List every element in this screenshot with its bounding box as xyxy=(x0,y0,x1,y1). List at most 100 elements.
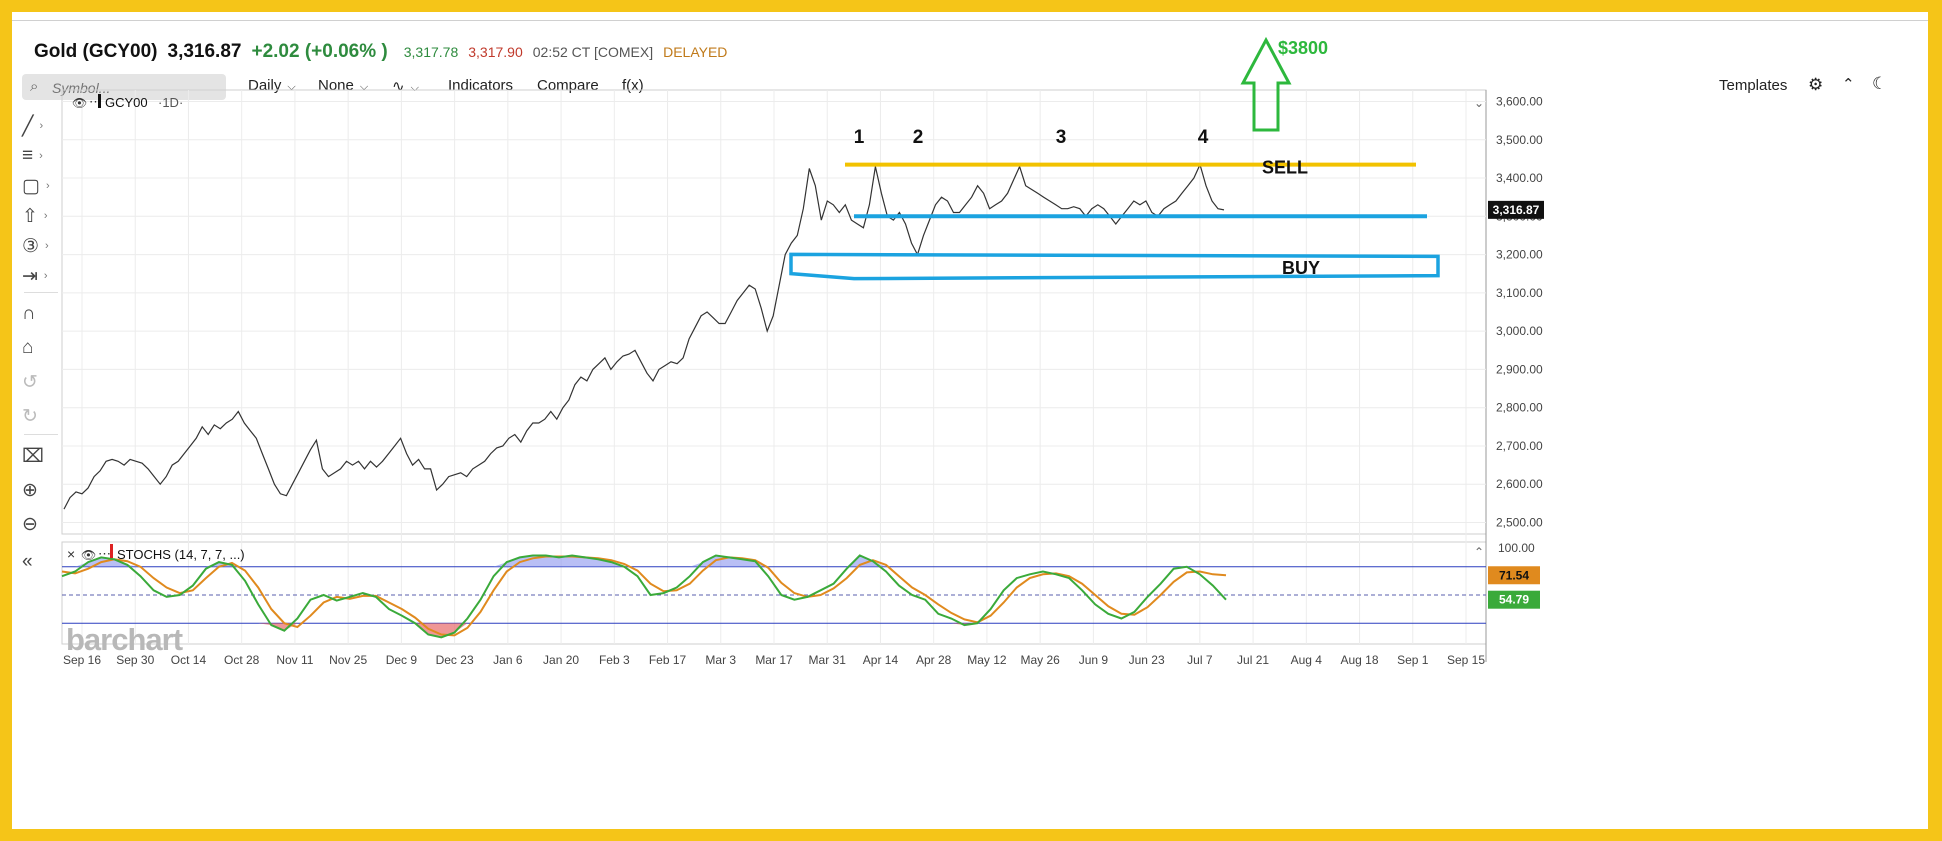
y-tick-label: 2,800.00 xyxy=(1496,401,1543,415)
stoch-k-value: 54.79 xyxy=(1499,593,1529,607)
stoch-d-tag xyxy=(1488,566,1540,585)
stoch-d-line[interactable] xyxy=(61,555,1227,637)
y-tick-label: 3,400.00 xyxy=(1496,171,1543,185)
x-tick-label: Jan 20 xyxy=(543,653,579,667)
x-tick-label: Aug 18 xyxy=(1341,653,1379,667)
x-tick-label: Oct 14 xyxy=(171,653,207,667)
target-price-label: $3800 xyxy=(1278,38,1328,58)
last-price-tag xyxy=(1488,200,1544,219)
peak-number-label: 4 xyxy=(1198,127,1209,148)
eye-icon: 👁 xyxy=(72,96,87,110)
unlock-icon[interactable]: ⌂ xyxy=(22,337,34,358)
y-tick-label: 3,500.00 xyxy=(1496,133,1543,147)
y-tick-label: 3,200.00 xyxy=(1496,248,1543,262)
window-top-border xyxy=(12,12,1928,21)
x-tick-label: Sep 1 xyxy=(1397,653,1429,667)
x-tick-label: May 12 xyxy=(967,653,1007,667)
x-tick-label: Oct 28 xyxy=(224,653,260,667)
quote-time: 02:52 CT [COMEX] xyxy=(532,44,654,60)
y-tick-label: 2,900.00 xyxy=(1496,362,1543,376)
x-tick-label: Jul 7 xyxy=(1187,653,1213,667)
chevron-down-icon: ⌵ xyxy=(287,81,296,93)
chevron-down-icon: ⌵ xyxy=(410,82,419,94)
x-tick-label: Nov 11 xyxy=(276,653,313,667)
fibonacci-tool-icon[interactable]: ≡ › xyxy=(22,145,43,166)
close-study-icon: × xyxy=(67,546,75,562)
buy-zone-box[interactable] xyxy=(789,252,1440,281)
stoch-k-tag xyxy=(1488,590,1540,609)
x-tick-label: Apr 14 xyxy=(863,653,899,667)
search-input[interactable] xyxy=(50,77,224,99)
tool-divider xyxy=(24,292,58,293)
collapse-toolbar-icon[interactable]: ⌃ xyxy=(1842,76,1855,93)
legend-period: ·1D· xyxy=(158,95,183,110)
rectangle-tool-icon[interactable]: ▢ › xyxy=(22,175,50,197)
sell-label: SELL xyxy=(1262,158,1308,178)
zoom-in-icon[interactable]: ⊕ xyxy=(22,479,38,501)
dark-mode-icon[interactable]: ☾ xyxy=(1872,74,1888,93)
trash-icon[interactable]: ⌧ xyxy=(22,445,44,467)
y-tick-label: 3,600.00 xyxy=(1496,94,1543,108)
y-tick-label: 2,700.00 xyxy=(1496,439,1543,453)
chart-window: Gold (GCY00) 3,316.87 +2.02 (+0.06% ) 3,… xyxy=(12,12,1928,829)
peak-number-label: 2 xyxy=(913,127,924,148)
y-tick-label: 3,000.00 xyxy=(1496,324,1543,338)
x-tick-label: Jun 9 xyxy=(1079,653,1109,667)
x-tick-label: Jan 6 xyxy=(493,653,523,667)
legend-symbol: GCY00 xyxy=(105,95,148,110)
x-tick-label: Feb 3 xyxy=(599,653,630,667)
symbol-search[interactable]: ⌕ xyxy=(22,74,226,100)
x-tick-label: Mar 31 xyxy=(809,653,847,667)
collapse-pane-icon: ⌄ xyxy=(1474,96,1484,110)
gear-icon[interactable]: ⚙ xyxy=(1808,75,1824,94)
x-tick-label: Jun 23 xyxy=(1129,653,1165,667)
collapse-pane-icon: ⌃ xyxy=(1474,545,1484,559)
x-tick-label: Dec 23 xyxy=(436,653,474,667)
oversold-fill xyxy=(62,623,1226,638)
x-tick-label: Nov 25 xyxy=(329,653,367,667)
peak-number-label: 1 xyxy=(854,127,865,148)
x-tick-label: Sep 15 xyxy=(1447,653,1485,667)
x-tick-label: Apr 28 xyxy=(916,653,952,667)
last-price-tag-label: 3,316.87 xyxy=(1493,203,1540,217)
price-chart[interactable]: Sep 16 Sep 30 Oct 14 Oct 28 Nov 11 Nov 25 Dec … xyxy=(12,12,1928,829)
x-tick-label: Sep 16 xyxy=(63,653,101,667)
quote-header: Gold (GCY00) 3,316.87 +2.02 (+0.06% ) 3,… xyxy=(34,38,727,66)
price-change: +2.02 (+0.06% ) xyxy=(251,41,388,62)
price-series-line[interactable] xyxy=(63,162,1225,510)
chevron-down-icon: ⌵ xyxy=(359,81,369,93)
stoch-d-value: 71.54 xyxy=(1499,568,1529,582)
series-color-swatch xyxy=(98,94,101,108)
templates-button[interactable]: Templates xyxy=(1719,77,1788,94)
tool-divider xyxy=(24,434,58,435)
last-price: 3,316.87 xyxy=(167,41,242,62)
collapse-sidebar-icon[interactable]: « xyxy=(22,551,33,572)
zoom-out-icon[interactable]: ⊖ xyxy=(22,513,38,535)
x-tick-label: Feb 17 xyxy=(649,653,687,667)
ask-price: 3,317.90 xyxy=(468,44,523,60)
buy-label: BUY xyxy=(1282,258,1320,278)
target-up-arrow[interactable] xyxy=(1240,36,1292,132)
redo-icon[interactable]: ↻ xyxy=(22,405,38,427)
more-icon: ⋯ xyxy=(98,546,111,561)
x-tick-label: May 26 xyxy=(1020,653,1060,667)
number-marker-icon[interactable]: ③ › xyxy=(22,235,49,257)
y-tick-label: 3,100.00 xyxy=(1496,286,1543,300)
stoch-y-tick-label: 100.00 xyxy=(1498,541,1535,555)
stoch-k-line[interactable] xyxy=(61,554,1227,639)
measure-tool-icon[interactable]: ⇥ › xyxy=(22,265,48,287)
barchart-logo: barchart xyxy=(66,622,183,657)
x-tick-label: Mar 17 xyxy=(755,653,793,667)
study-legend-label: STOCHS (14, 7, 7, ...) xyxy=(117,547,245,562)
study-color-swatch xyxy=(110,544,113,558)
y-tick-label: 2,500.00 xyxy=(1496,516,1543,530)
symbol-name[interactable]: Gold (GCY00) xyxy=(34,41,158,62)
x-tick-label: Mar 3 xyxy=(705,653,736,667)
delayed-badge: DELAYED xyxy=(663,44,728,60)
x-tick-label: Aug 4 xyxy=(1291,653,1323,667)
arrow-tool-icon[interactable]: ⇧ › xyxy=(22,205,48,227)
x-tick-label: Sep 30 xyxy=(116,653,154,667)
trendline-tool-icon[interactable]: ╱ › xyxy=(22,115,44,137)
undo-icon[interactable]: ↺ xyxy=(22,371,38,393)
magnet-icon[interactable]: ∩ xyxy=(22,303,36,324)
